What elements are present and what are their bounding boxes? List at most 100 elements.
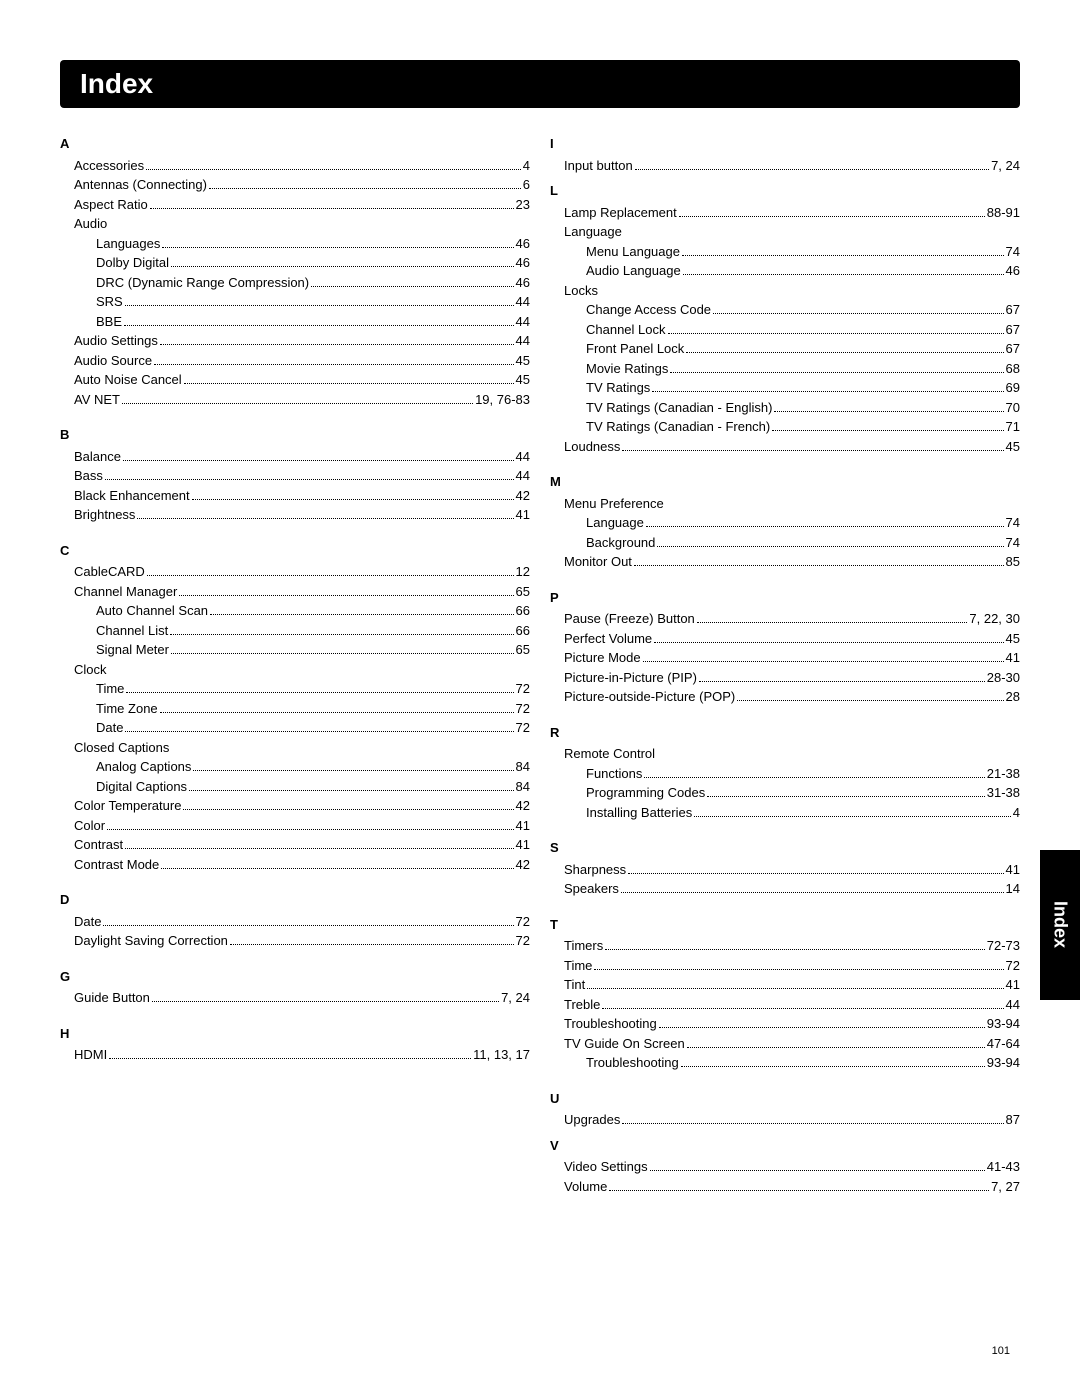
entry-label: Date (74, 912, 101, 932)
leader-dots (146, 169, 521, 170)
leader-dots (679, 216, 985, 217)
leader-dots (634, 565, 1004, 566)
entry-label: DRC (Dynamic Range Compression) (96, 273, 309, 293)
entry-label: AV NET (74, 390, 120, 410)
index-entry: Time72 (550, 956, 1020, 976)
leader-dots (105, 479, 514, 480)
entry-label: Locks (564, 281, 598, 301)
spacer (550, 899, 1020, 909)
index-entry: Language74 (550, 513, 1020, 533)
entry-page: 93-94 (987, 1014, 1020, 1034)
leader-dots (654, 642, 1003, 643)
leader-dots (137, 518, 513, 519)
leader-dots (124, 325, 514, 326)
entry-label: Perfect Volume (564, 629, 652, 649)
entry-page: 42 (516, 486, 530, 506)
leader-dots (193, 770, 513, 771)
entry-page: 45 (1006, 629, 1020, 649)
entry-page: 84 (516, 777, 530, 797)
spacer (550, 1073, 1020, 1083)
index-entry: Picture Mode41 (550, 648, 1020, 668)
entry-page: 4 (1013, 803, 1020, 823)
entry-page: 42 (516, 855, 530, 875)
entry-label: Lamp Replacement (564, 203, 677, 223)
entry-page: 45 (1006, 437, 1020, 457)
entry-label: Accessories (74, 156, 144, 176)
side-tab: Index (1040, 850, 1080, 1000)
leader-dots (621, 892, 1004, 893)
entry-label: Menu Language (586, 242, 680, 262)
leader-dots (147, 575, 514, 576)
leader-dots (602, 1008, 1003, 1009)
entry-page: 23 (516, 195, 530, 215)
entry-label: Channel List (96, 621, 168, 641)
leader-dots (103, 925, 513, 926)
index-entry: CableCARD12 (60, 562, 530, 582)
leader-dots (643, 661, 1004, 662)
entry-label: Video Settings (564, 1157, 648, 1177)
index-entry: Picture-outside-Picture (POP)28 (550, 687, 1020, 707)
index-entry: BBE 44 (60, 312, 530, 332)
index-entry: Change Access Code67 (550, 300, 1020, 320)
entry-label: BBE (96, 312, 122, 332)
entry-label: TV Guide On Screen (564, 1034, 685, 1054)
entry-label: Audio Settings (74, 331, 158, 351)
index-entry: TV Ratings (Canadian - French)71 (550, 417, 1020, 437)
leader-dots (774, 411, 1003, 412)
index-entry: Time Zone72 (60, 699, 530, 719)
index-entry: HDMI11, 13, 17 (60, 1045, 530, 1065)
index-entry: Digital Captions84 (60, 777, 530, 797)
index-entry: Audio Language46 (550, 261, 1020, 281)
entry-label: Antennas (Connecting) (74, 175, 207, 195)
entry-page: 28 (1006, 687, 1020, 707)
entry-page: 72-73 (987, 936, 1020, 956)
spacer (550, 707, 1020, 717)
section-letter: M (550, 472, 1020, 492)
entry-label: Time (564, 956, 592, 976)
leader-dots (605, 949, 985, 950)
entry-page: 41 (516, 816, 530, 836)
entry-label: Functions (586, 764, 642, 784)
entry-label: Picture Mode (564, 648, 641, 668)
page: Index AAccessories4Antennas (Connecting)… (0, 0, 1080, 1397)
index-entry: Timers72-73 (550, 936, 1020, 956)
entry-page: 44 (516, 312, 530, 332)
entry-label: Remote Control (564, 744, 655, 764)
index-entry: Channel Lock67 (550, 320, 1020, 340)
entry-page: 44 (1006, 995, 1020, 1015)
index-entry: Locks (550, 281, 1020, 301)
section-letter: H (60, 1024, 530, 1044)
leader-dots (179, 595, 513, 596)
entry-page: 31-38 (987, 783, 1020, 803)
leader-dots (160, 344, 514, 345)
index-entry: Sharpness41 (550, 860, 1020, 880)
entry-page: 69 (1006, 378, 1020, 398)
entry-label: Guide Button (74, 988, 150, 1008)
entry-label: Loudness (564, 437, 620, 457)
entry-label: Channel Lock (586, 320, 666, 340)
index-entry: Dolby Digital46 (60, 253, 530, 273)
leader-dots (171, 266, 514, 267)
leader-dots (713, 313, 1004, 314)
index-entry: Black Enhancement 42 (60, 486, 530, 506)
leader-dots (694, 816, 1011, 817)
entry-label: Upgrades (564, 1110, 620, 1130)
entry-page: 19, 76-83 (475, 390, 530, 410)
index-entry: Functions21-38 (550, 764, 1020, 784)
entry-label: Color Temperature (74, 796, 181, 816)
spacer (550, 822, 1020, 832)
entry-page: 87 (1006, 1110, 1020, 1130)
index-entry: Closed Captions (60, 738, 530, 758)
entry-label: Closed Captions (74, 738, 169, 758)
index-entry: Guide Button7, 24 (60, 988, 530, 1008)
leader-dots (772, 430, 1003, 431)
entry-label: Color (74, 816, 105, 836)
entry-label: TV Ratings (Canadian - English) (586, 398, 772, 418)
leader-dots (125, 848, 513, 849)
entry-label: HDMI (74, 1045, 107, 1065)
page-number: 101 (992, 1345, 1010, 1357)
entry-label: Dolby Digital (96, 253, 169, 273)
index-entry: Date72 (60, 718, 530, 738)
entry-label: Black Enhancement (74, 486, 190, 506)
entry-page: 44 (516, 292, 530, 312)
